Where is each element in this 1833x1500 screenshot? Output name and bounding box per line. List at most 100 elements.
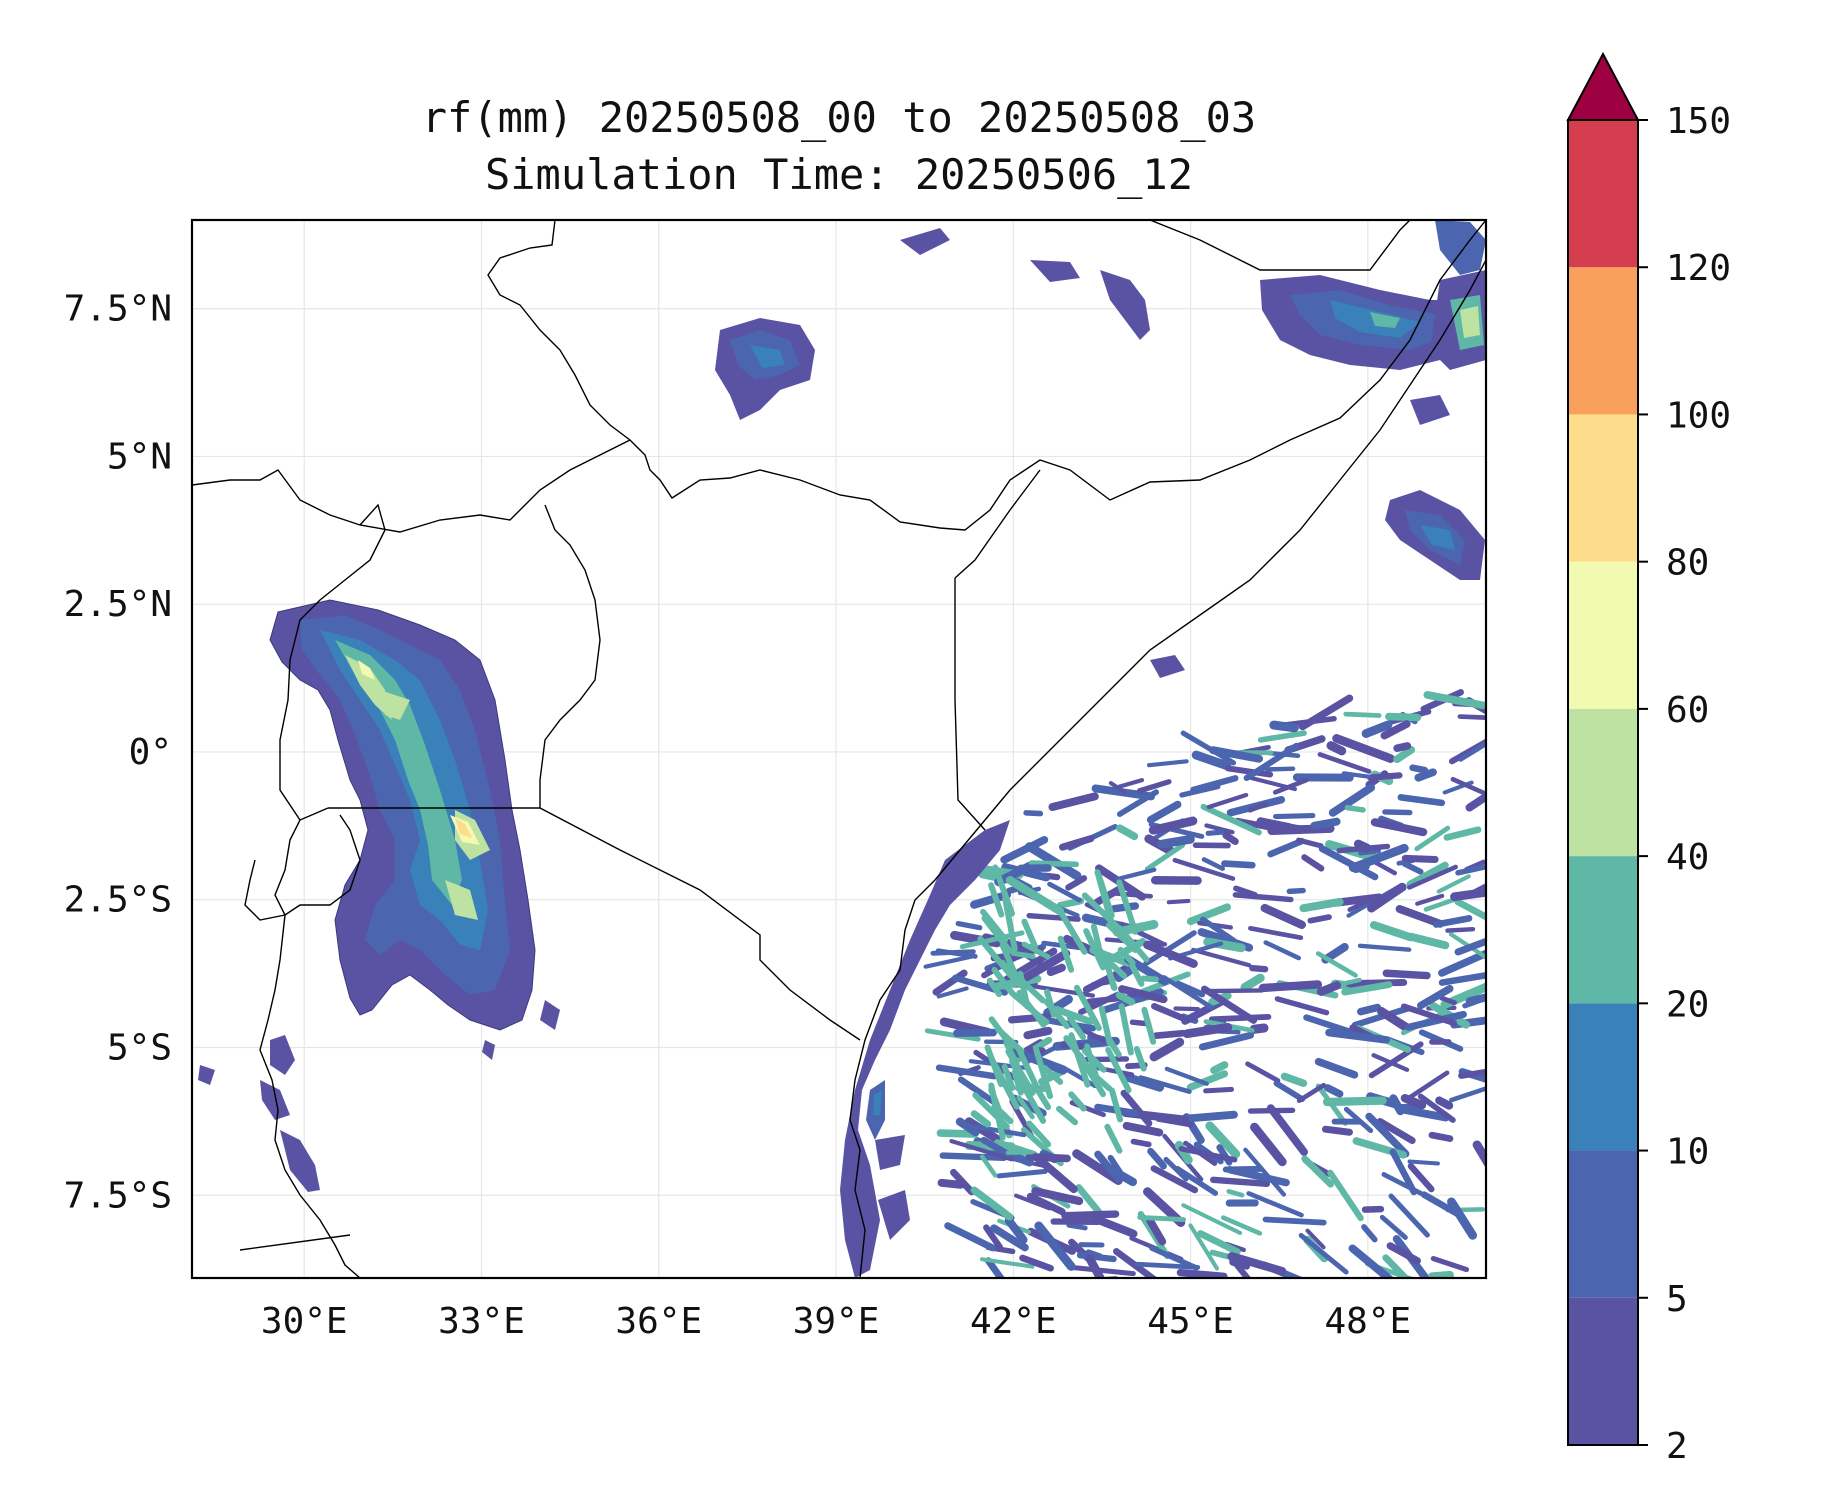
rain-streak xyxy=(1379,1214,1408,1240)
rain-streak xyxy=(1225,1199,1259,1207)
rain-streak xyxy=(1450,776,1486,807)
colorbar-label: 100 xyxy=(1666,395,1731,436)
rain-streak xyxy=(1321,1125,1353,1136)
rain-streak xyxy=(1273,813,1316,820)
y-axis-ticks: 7.5°N 5°N 2.5°N 0° 2.5°S 5°S 7.5°S xyxy=(64,289,172,1217)
rain-streak xyxy=(1134,1261,1201,1270)
rain-streak xyxy=(1400,1105,1450,1122)
rain-streak-heavy xyxy=(1090,923,1102,950)
rain-streak xyxy=(1022,949,1071,982)
rain-streak xyxy=(1449,1081,1486,1103)
rain-streak xyxy=(955,920,983,931)
rain-streak xyxy=(1377,1007,1412,1033)
rain-streak xyxy=(1210,1061,1229,1075)
rain-streak-heavy xyxy=(1026,1120,1052,1148)
rain-streak-heavy xyxy=(1057,935,1075,973)
rain-streak xyxy=(1299,897,1344,913)
rain-streak xyxy=(1076,1252,1117,1263)
rain-streak xyxy=(1148,816,1198,835)
rain-streak xyxy=(990,1224,1029,1252)
rain-streak xyxy=(923,953,977,969)
rain-streak xyxy=(1093,885,1124,906)
rain-streak xyxy=(1305,1228,1326,1250)
rain-streak-heavy xyxy=(1001,1063,1016,1091)
rain-streak xyxy=(1438,970,1486,986)
rain-streak-heavy xyxy=(1005,1048,1036,1096)
y-tick-label: 0° xyxy=(129,732,172,773)
rain-streak-heavy xyxy=(1013,1071,1047,1124)
rain-streak xyxy=(1188,1223,1220,1271)
rain-streak xyxy=(1197,1230,1241,1256)
rain-streak xyxy=(1414,768,1437,782)
rain-streak xyxy=(1257,730,1307,743)
rain-streak xyxy=(1078,1242,1105,1248)
rain-streak xyxy=(970,1186,1014,1221)
rain-streak xyxy=(1226,1188,1245,1198)
rain-streak xyxy=(1226,1165,1290,1187)
rain-streak xyxy=(936,986,969,999)
rain-streak xyxy=(1301,854,1325,872)
rain-streak xyxy=(1053,1005,1095,1026)
rain-streak xyxy=(1322,1096,1387,1107)
rain-streak xyxy=(1005,876,1065,916)
rain-streak xyxy=(1341,981,1393,996)
rain-streak xyxy=(1164,1066,1209,1086)
rain-streak xyxy=(1256,817,1293,832)
rain-streak xyxy=(1272,777,1309,795)
rain-streak xyxy=(959,930,1025,950)
colorbar-label: 80 xyxy=(1666,543,1709,584)
rain-streak xyxy=(1116,789,1159,817)
y-tick-label: 5°N xyxy=(107,436,172,477)
rain-streak xyxy=(1407,1159,1440,1166)
rain-streak xyxy=(1065,875,1088,891)
rain-streak-heavy xyxy=(1009,990,1050,1026)
rain-streak-heavy xyxy=(1083,928,1107,971)
rain-streak xyxy=(1443,826,1482,841)
colorbar-segment xyxy=(1568,1150,1638,1298)
rain-streak xyxy=(1353,839,1372,853)
rain-streak xyxy=(1014,1193,1052,1211)
rain-streak xyxy=(1023,810,1044,817)
y-tick-label: 2.5°S xyxy=(64,880,172,921)
rain-streak xyxy=(1432,915,1473,928)
rain-streak xyxy=(1146,759,1189,768)
country-borders xyxy=(192,220,1486,1278)
colorbar-segment xyxy=(1568,1003,1638,1151)
rain-streak-heavy xyxy=(1084,1043,1101,1085)
rain-streak xyxy=(1275,821,1321,834)
rain-streak xyxy=(1450,884,1486,902)
rain-streak xyxy=(1143,930,1197,967)
rain-streak xyxy=(1407,864,1458,890)
rain-streak xyxy=(1178,1146,1238,1163)
colorbar-label: 2 xyxy=(1666,1426,1688,1467)
rain-streak xyxy=(1150,876,1202,885)
rain-streak xyxy=(1341,771,1371,779)
rain-streak xyxy=(1206,988,1264,994)
rain-streak xyxy=(1240,973,1265,992)
rain-streak xyxy=(1209,746,1264,763)
colorbar-label: 40 xyxy=(1666,837,1709,878)
rain-streak xyxy=(1203,937,1246,953)
rain-streak xyxy=(1316,981,1342,996)
colorbar-extend-arrow xyxy=(1566,51,1640,121)
rain-streak xyxy=(1245,1061,1281,1084)
rain-streak xyxy=(1050,1218,1101,1225)
rain-streak xyxy=(1333,893,1384,907)
rain-streak xyxy=(950,930,1002,948)
rain-streak xyxy=(1061,1210,1120,1220)
rain-streak xyxy=(1465,993,1486,1006)
rain-streak xyxy=(949,1138,1014,1162)
rain-streak xyxy=(1458,1067,1486,1079)
rain-streak-heavy xyxy=(1108,1087,1124,1123)
rain-streak xyxy=(944,1222,997,1252)
rain-streak xyxy=(1397,794,1446,807)
rain-streak xyxy=(1186,1070,1229,1091)
rain-streak xyxy=(1406,861,1449,889)
rain-streak xyxy=(1204,823,1235,835)
rain-streak xyxy=(1258,980,1323,993)
rain-streak xyxy=(1031,1187,1084,1206)
rain-streak xyxy=(1361,720,1393,738)
colorbar-segment xyxy=(1568,120,1638,268)
rain-streak xyxy=(1381,1172,1431,1200)
